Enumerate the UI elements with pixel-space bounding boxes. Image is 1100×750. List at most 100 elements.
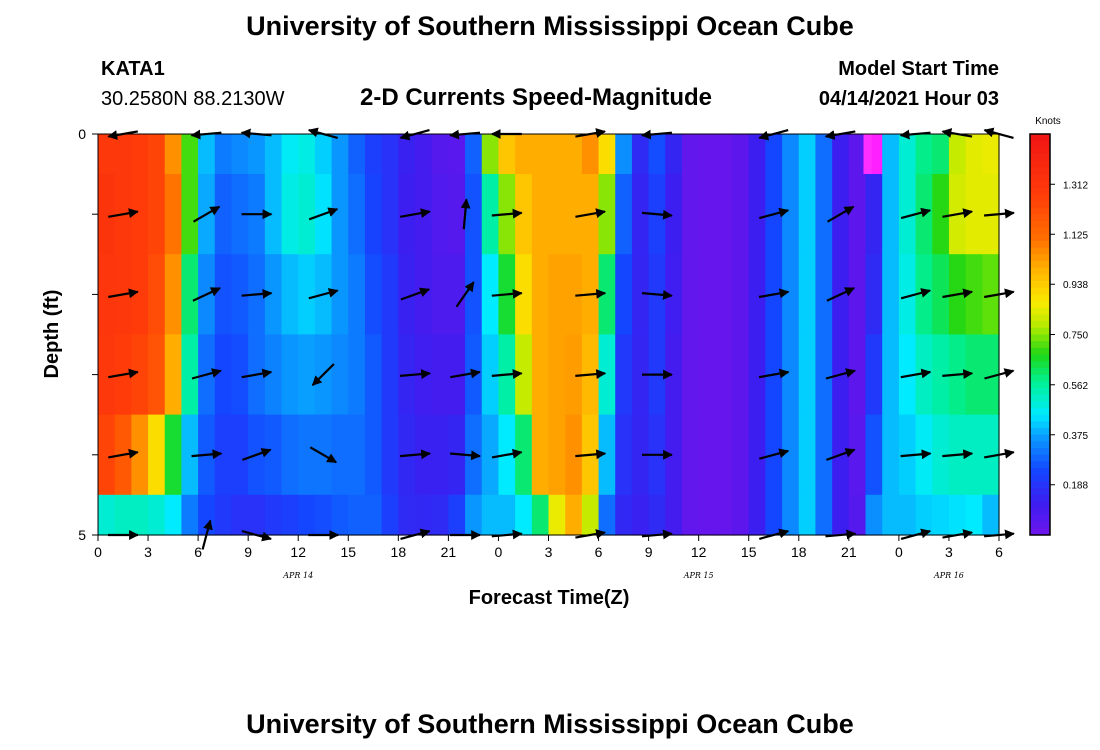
heatmap-cell: [982, 334, 1000, 416]
colorbar-segment: [1030, 481, 1050, 489]
current-vector-arrow: [491, 369, 523, 380]
heatmap-cell: [264, 494, 283, 536]
heatmap-cell: [281, 134, 299, 175]
heatmap-cell: [748, 254, 767, 335]
x-tick-label: 9: [244, 544, 252, 560]
heatmap-cell: [198, 134, 216, 175]
colorbar-segment: [1030, 367, 1050, 376]
colorbar-segment: [1030, 334, 1050, 342]
heatmap-cell: [782, 494, 800, 536]
colorbar-segment: [1030, 294, 1050, 302]
current-vector-arrow: [450, 368, 481, 379]
heatmap-cell: [681, 174, 700, 255]
heatmap-cell: [231, 414, 249, 496]
heatmap-cell: [281, 334, 299, 416]
date-label: APR 14: [282, 571, 313, 580]
heatmap-cell: [398, 494, 416, 536]
heatmap-cell: [531, 174, 550, 255]
heatmap-cell: [565, 254, 583, 335]
heatmap-cell: [231, 174, 249, 255]
heatmap-cell: [214, 334, 233, 416]
colorbar-segment: [1030, 281, 1050, 289]
heatmap-cell: [782, 174, 800, 255]
heatmap-cell: [882, 134, 900, 175]
current-vector-arrow: [108, 208, 139, 219]
heatmap-cell: [982, 134, 1000, 175]
colorbar-segment: [1030, 448, 1050, 456]
heatmap-cell: [181, 414, 199, 496]
x-tick-label: 0: [495, 544, 503, 560]
y-axis: 05: [78, 126, 98, 543]
heatmap-cell: [898, 134, 917, 175]
heatmap-cell: [715, 254, 733, 335]
heatmap-cell: [715, 334, 733, 416]
heatmap-cell: [131, 494, 149, 536]
heatmap-cell: [882, 334, 900, 416]
heatmap-cell: [965, 494, 983, 536]
heatmap-cell: [848, 174, 867, 255]
heatmap-cell: [465, 134, 483, 175]
heatmap-cell: [181, 174, 199, 255]
heatmap-cell: [815, 494, 833, 536]
heatmap-cell: [848, 134, 867, 175]
heatmap-cell: [98, 414, 116, 496]
current-vector-arrow: [108, 368, 139, 379]
heatmap-cell: [565, 174, 583, 255]
heatmap-cell: [565, 334, 583, 416]
heatmap-cell: [615, 174, 633, 255]
colorbar-tick-label: 1.125: [1063, 230, 1088, 241]
heatmap-cell: [932, 174, 950, 255]
heatmap-cell: [331, 174, 349, 255]
x-tick-label: 3: [945, 544, 953, 560]
heatmap-cell: [681, 414, 700, 496]
heatmap-cell: [865, 494, 883, 536]
colorbar-segment: [1030, 240, 1050, 249]
footer-title: University of Southern Mississippi Ocean…: [246, 709, 854, 739]
heatmap-cell: [181, 134, 199, 175]
heatmap-cell: [698, 334, 716, 416]
heatmap-cell: [698, 254, 716, 335]
heatmap-cell: [631, 334, 650, 416]
colorbar-segment: [1030, 220, 1050, 229]
heatmap-cell: [431, 494, 449, 536]
date-label: APR 16: [933, 571, 964, 580]
heatmap-cell: [665, 334, 683, 416]
heatmap-cell: [898, 334, 917, 416]
heatmap-cell: [665, 494, 683, 536]
heatmap-cell: [298, 134, 316, 175]
heatmap-cell: [448, 494, 466, 536]
heatmap-cell: [498, 134, 516, 175]
colorbar-segment: [1030, 174, 1050, 182]
heatmap-cell: [982, 414, 1000, 496]
heatmap-cell: [598, 134, 616, 175]
heatmap-cell: [631, 414, 650, 496]
heatmap-cell: [798, 414, 817, 496]
x-tick-label: 3: [144, 544, 152, 560]
heatmap-cell: [748, 494, 767, 536]
heatmap-cell: [114, 494, 132, 536]
heatmap-cell: [698, 414, 716, 496]
heatmap-cell: [732, 494, 750, 536]
heatmap-cell: [748, 134, 767, 175]
heatmap-cell: [615, 494, 633, 536]
heatmap-cell: [264, 334, 283, 416]
current-vector-arrow: [641, 289, 673, 300]
x-tick-label: 6: [595, 544, 603, 560]
heatmap-cell: [531, 334, 550, 416]
heatmap-cell: [481, 494, 500, 536]
colorbar-segment: [1030, 187, 1050, 195]
heatmap-cell: [381, 174, 399, 255]
heatmap-cell: [298, 334, 316, 416]
heatmap-cell: [214, 254, 233, 335]
heatmap-cell: [898, 494, 917, 536]
heatmap-cell: [415, 494, 433, 536]
heatmap-cell: [431, 414, 449, 496]
colorbar-segment: [1030, 154, 1050, 162]
heatmap-cell: [732, 134, 750, 175]
heatmap-cell: [164, 174, 183, 255]
current-vector-arrow: [192, 287, 221, 302]
heatmap-cell: [865, 334, 883, 416]
current-vector-arrow: [491, 448, 523, 459]
heatmap-cell: [965, 254, 983, 335]
colorbar-segment: [1030, 361, 1050, 369]
